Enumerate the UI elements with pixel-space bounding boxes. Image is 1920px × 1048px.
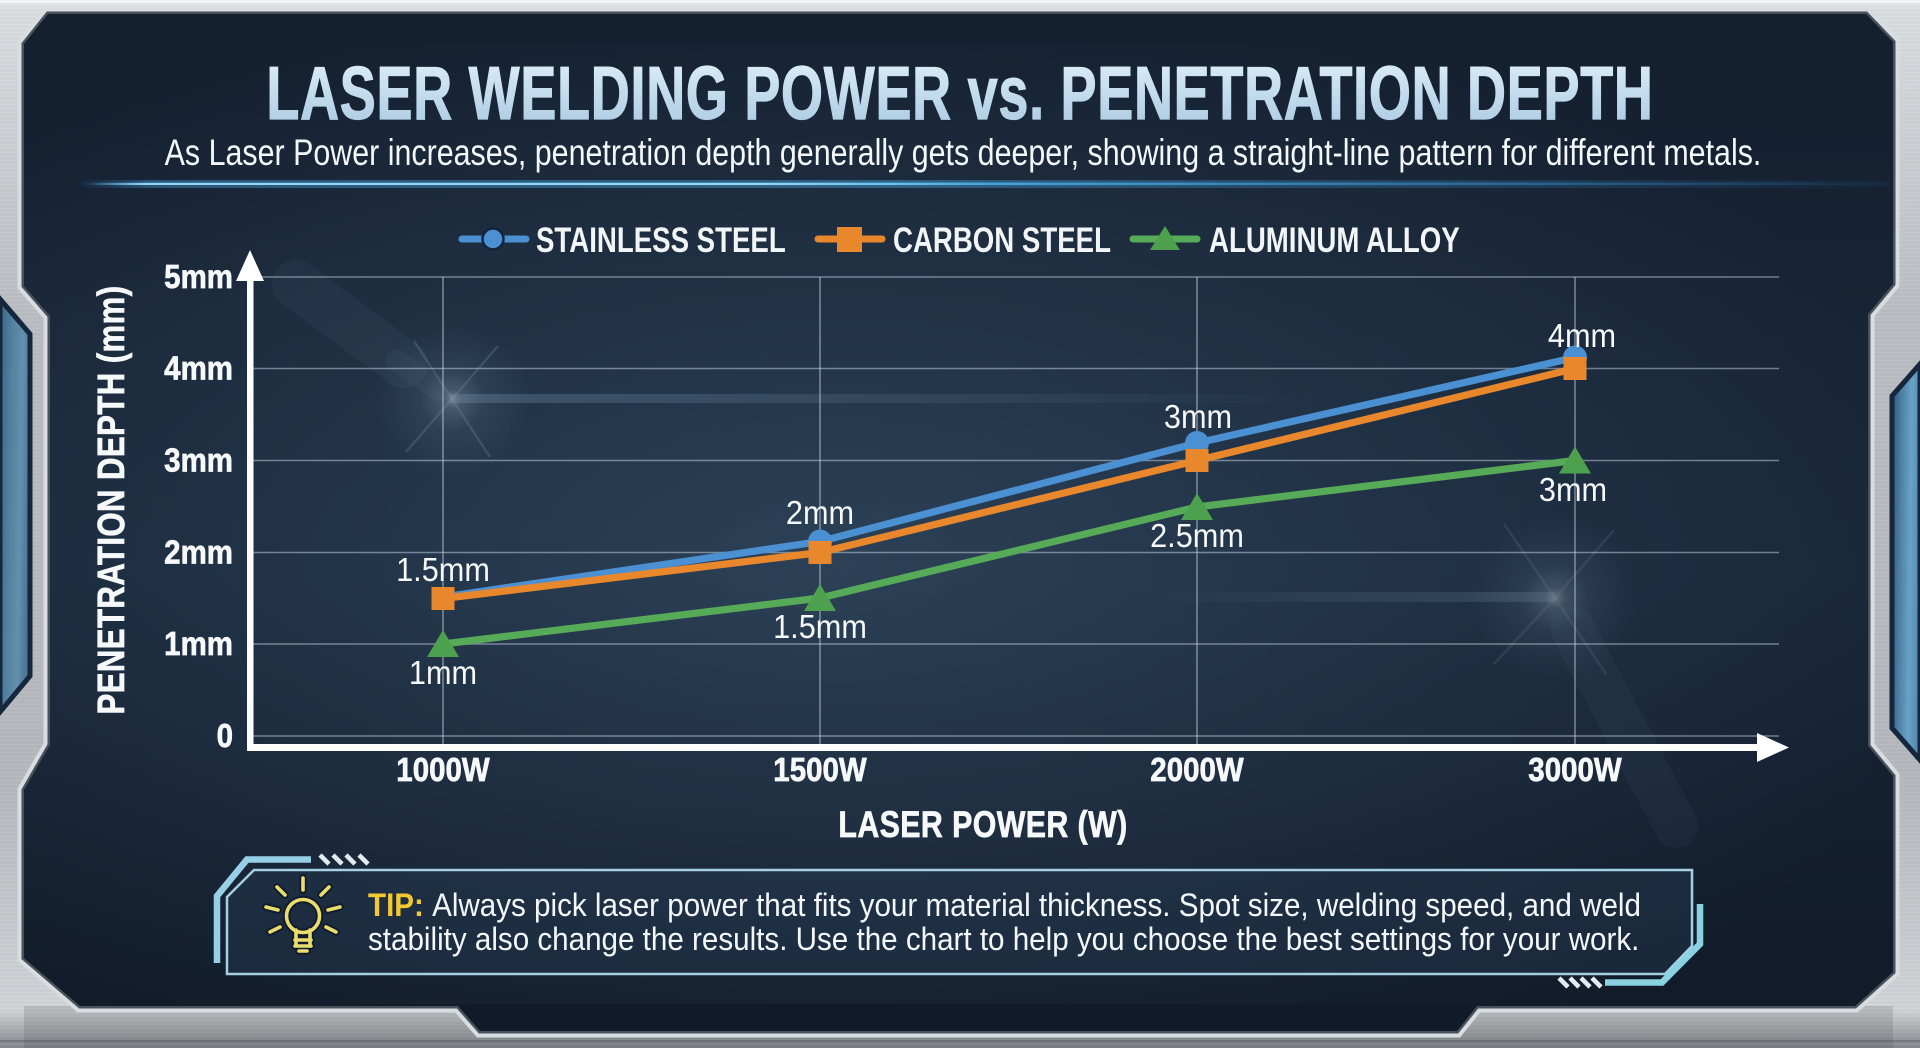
svg-text:1500W: 1500W (773, 750, 867, 788)
svg-text:3mm: 3mm (1539, 471, 1607, 508)
svg-text:CARBON STEEL: CARBON STEEL (893, 220, 1111, 260)
svg-text:STAINLESS STEEL: STAINLESS STEEL (536, 220, 786, 260)
svg-text:1.5mm: 1.5mm (396, 551, 490, 588)
svg-text:As Laser Power increases, pene: As Laser Power increases, penetration de… (165, 132, 1762, 174)
svg-text:4mm: 4mm (164, 349, 233, 387)
svg-text:stability also change the resu: stability also change the results. Use t… (368, 921, 1639, 957)
svg-text:ALUMINUM ALLOY: ALUMINUM ALLOY (1209, 220, 1460, 260)
svg-text:3mm: 3mm (1164, 398, 1232, 435)
svg-text:0: 0 (217, 716, 233, 754)
svg-text:1000W: 1000W (396, 750, 490, 788)
svg-text:5mm: 5mm (164, 257, 233, 295)
svg-text:2mm: 2mm (164, 533, 233, 571)
svg-text:1mm: 1mm (409, 654, 477, 691)
svg-text:3000W: 3000W (1528, 750, 1622, 788)
svg-text:2mm: 2mm (786, 494, 854, 531)
svg-text:LASER WELDING POWER vs. PENETR: LASER WELDING POWER vs. PENETRATION DEPT… (266, 51, 1653, 135)
svg-text:2.5mm: 2.5mm (1150, 517, 1244, 554)
svg-text:3mm: 3mm (164, 441, 233, 479)
svg-text:1.5mm: 1.5mm (773, 608, 867, 645)
svg-text:2000W: 2000W (1150, 750, 1244, 788)
svg-text:LASER POWER (W): LASER POWER (W) (838, 804, 1127, 846)
svg-text:TIP: Always pick laser power t: TIP: Always pick laser power that fits y… (368, 887, 1641, 923)
svg-text:1mm: 1mm (164, 624, 233, 662)
svg-text:4mm: 4mm (1548, 317, 1616, 354)
svg-text:PENETRATION DEPTH (mm): PENETRATION DEPTH (mm) (91, 286, 133, 715)
